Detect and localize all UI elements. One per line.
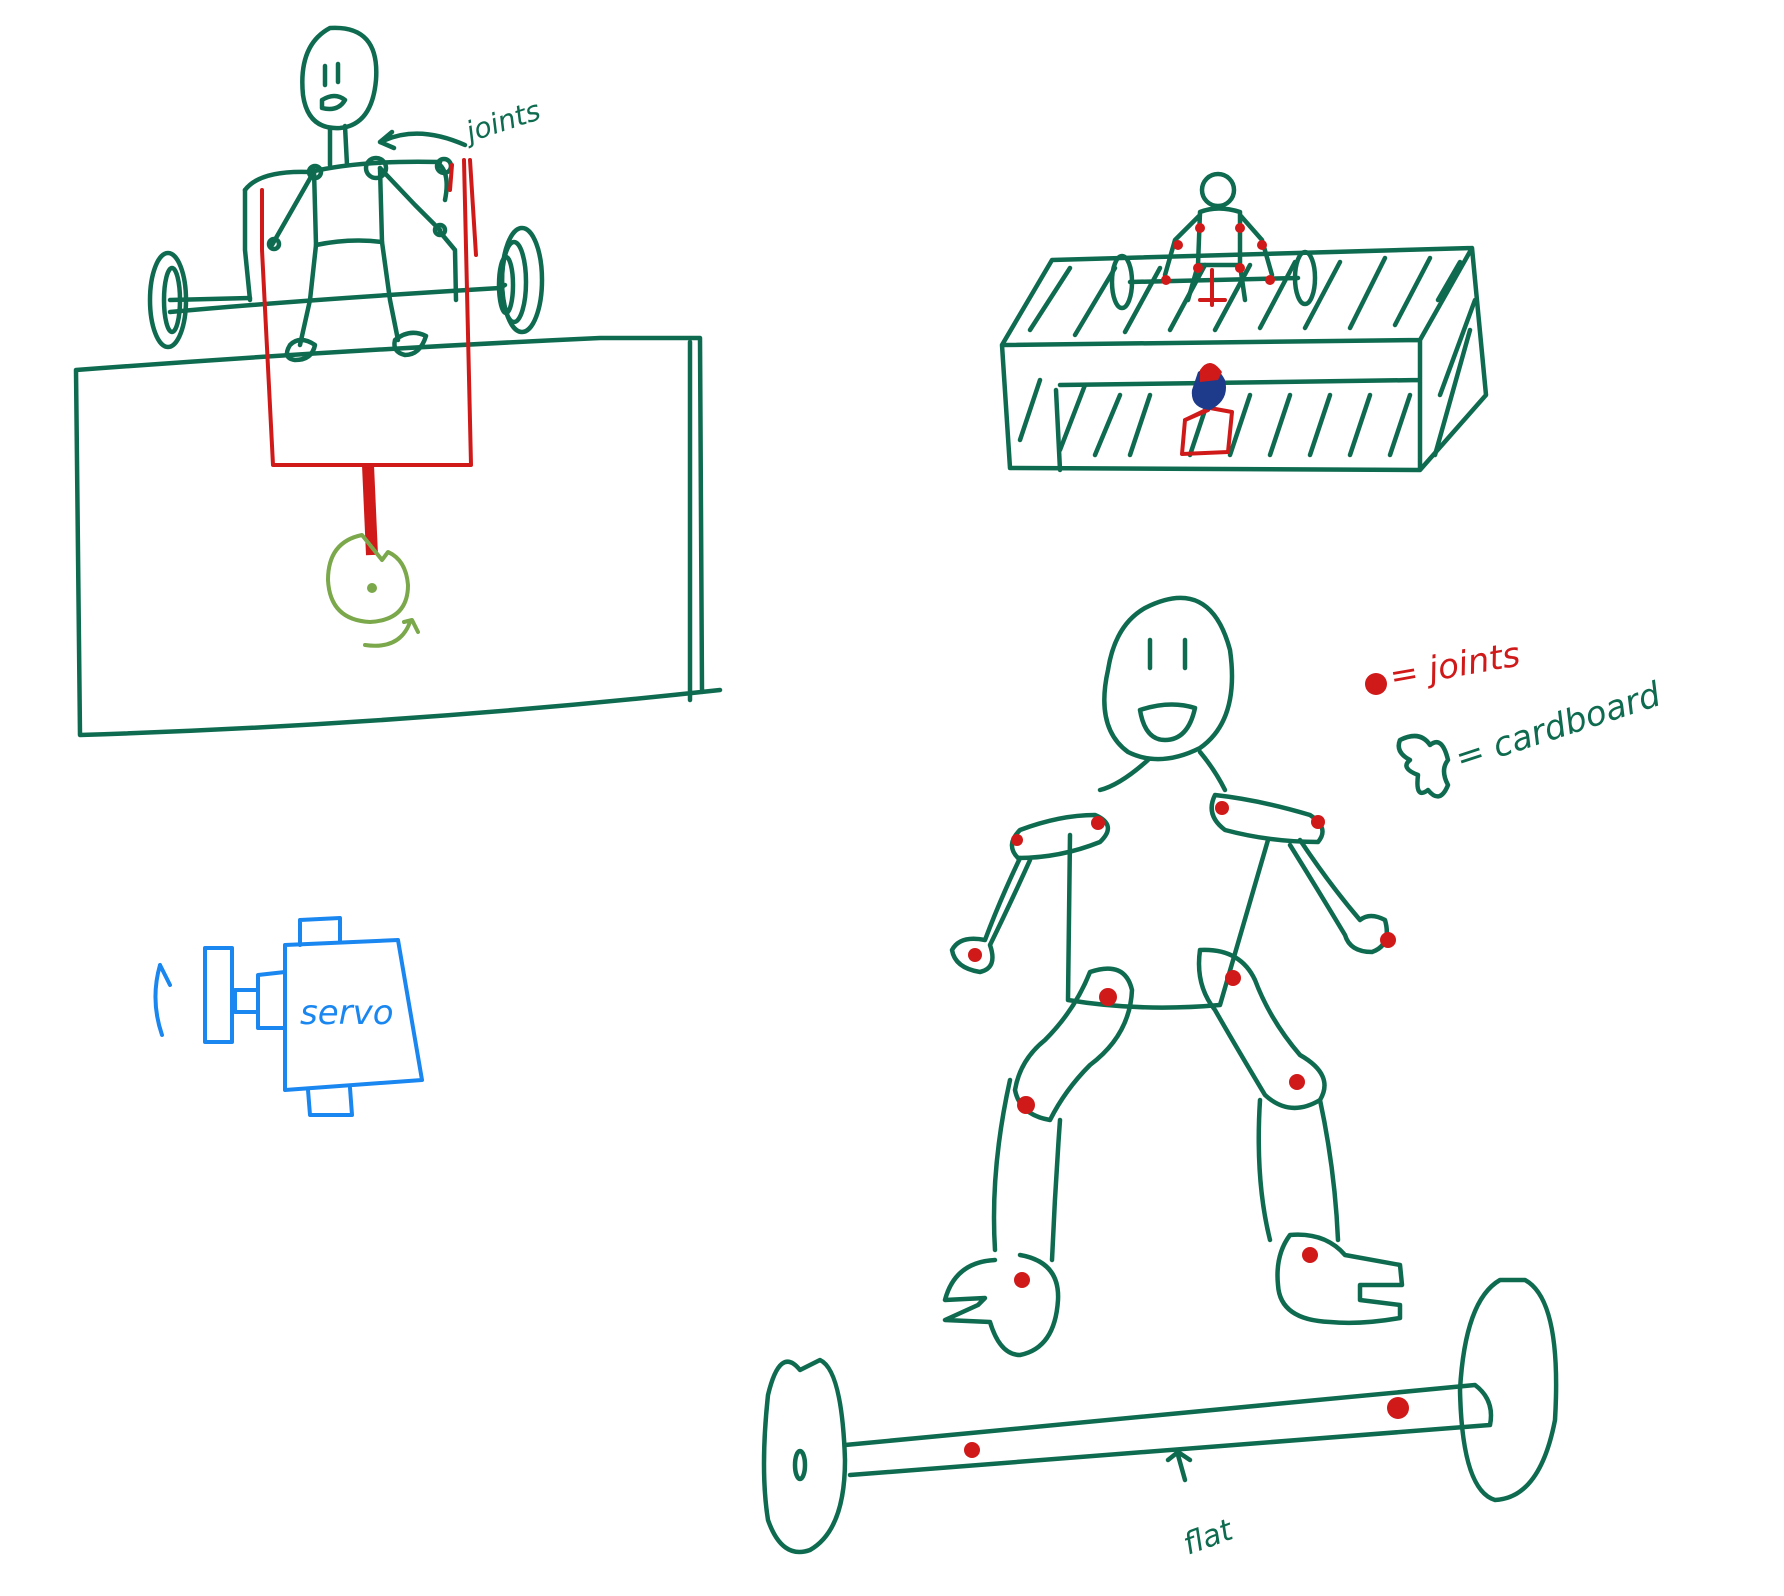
red-linkage — [260, 158, 478, 467]
left-thigh — [1012, 966, 1135, 1123]
flat-arrow — [1165, 1449, 1193, 1483]
right-foot — [1275, 1232, 1405, 1326]
servo-body — [283, 938, 424, 1092]
joints-arrow — [377, 129, 468, 151]
flat-label: flat — [1179, 1512, 1239, 1562]
stick-figure-small — [242, 25, 459, 363]
right-thigh — [1196, 947, 1327, 1111]
legend-joint-dot — [1365, 673, 1387, 695]
figure-mouth — [1137, 702, 1198, 743]
servo-drawing: servo — [153, 916, 424, 1117]
mechanism-diagram: joints — [73, 25, 723, 738]
figure-head — [1102, 595, 1235, 762]
right-upper-arm — [1209, 792, 1325, 845]
flat-barbell-left-plate — [761, 1357, 848, 1555]
joints-label-top: joints — [458, 94, 544, 150]
flat-barbell-right-plate — [1457, 1277, 1559, 1503]
box-3d-outline — [999, 245, 1489, 473]
left-shin — [991, 1077, 1063, 1263]
left-foot — [942, 1252, 1061, 1358]
barbell-left-plate — [147, 250, 189, 350]
legend: = joints = cardboard — [1365, 635, 1666, 799]
right-forearm — [1287, 837, 1390, 955]
legend-cardboard-label: = cardboard — [1450, 675, 1665, 779]
box-3d-diagram — [999, 171, 1489, 473]
servo-label: servo — [300, 993, 394, 1033]
flat-barbell: flat — [761, 1277, 1559, 1563]
cardboard-figure — [942, 595, 1405, 1358]
legend-joints-label: = joints — [1387, 635, 1524, 697]
cam-wheel — [326, 533, 420, 648]
legend-cardboard-shape — [1396, 733, 1451, 799]
flat-barbell-bar — [842, 1382, 1494, 1478]
red-rod — [362, 464, 378, 556]
right-shin — [1256, 1097, 1341, 1243]
box-outline — [73, 335, 723, 738]
left-forearm — [949, 855, 1033, 975]
figure-joints — [968, 801, 1396, 1288]
